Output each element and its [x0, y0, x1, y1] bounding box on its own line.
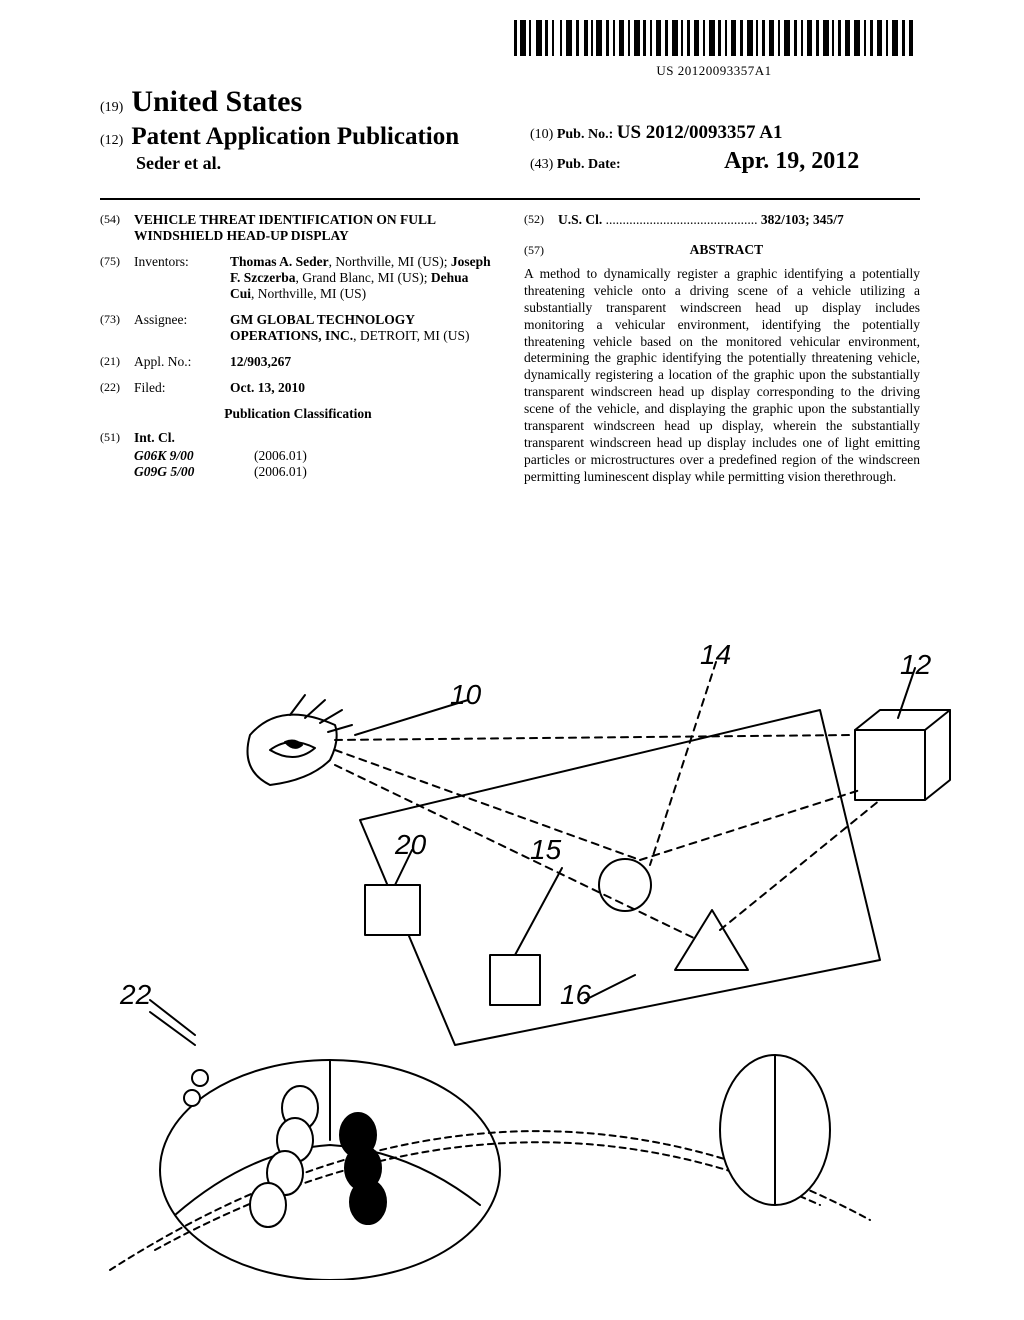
f73-idx: (73)	[100, 312, 134, 344]
f22-value: Oct. 13, 2010	[230, 380, 496, 396]
f51-label: Int. Cl.	[134, 430, 175, 446]
f21-idx: (21)	[100, 354, 134, 370]
country-idx: (19)	[100, 100, 123, 115]
figure-ref-22: 22	[119, 979, 152, 1010]
barcode-svg	[514, 20, 914, 56]
pubclass-heading: Publication Classification	[100, 406, 496, 422]
abstract-heading: ABSTRACT	[561, 242, 891, 258]
figure-ref-20: 20	[394, 829, 427, 860]
pubno-idx: (10)	[530, 127, 553, 142]
intcl-row: G06K 9/00(2006.01)	[134, 448, 496, 464]
f75-value: Thomas A. Seder, Northville, MI (US); Jo…	[230, 254, 496, 302]
assignee-rest: , DETROIT, MI (US)	[353, 328, 469, 343]
header-rule	[100, 198, 920, 200]
pubdate-label: Pub. Date:	[557, 157, 621, 172]
f73-label: Assignee:	[134, 312, 230, 344]
f54-idx: (54)	[100, 212, 134, 244]
pubno-value: US 2012/0093357 A1	[617, 122, 783, 143]
header-left: (19) United States (12) Patent Applicati…	[100, 85, 459, 174]
country-name: United States	[131, 85, 302, 118]
intcl-list: G06K 9/00(2006.01)G09G 5/00(2006.01)	[134, 448, 496, 480]
figure-ref-14: 14	[700, 640, 731, 670]
f21-value: 12/903,267	[230, 354, 496, 370]
intcl-row: G09G 5/00(2006.01)	[134, 464, 496, 480]
header-right: (10) Pub. No.: US 2012/0093357 A1 (43) P…	[530, 122, 859, 175]
f57-idx: (57)	[524, 243, 558, 258]
figure-ref-12: 12	[900, 649, 932, 680]
abstract-body: A method to dynamically register a graph…	[524, 266, 920, 485]
f73-value: GM GLOBAL TECHNOLOGY OPERATIONS, INC., D…	[230, 312, 496, 344]
f51-idx: (51)	[100, 430, 134, 446]
f22-idx: (22)	[100, 380, 134, 396]
authors-line: Seder et al.	[136, 153, 459, 174]
f75-idx: (75)	[100, 254, 134, 302]
f52-value: 382/103; 345/7	[761, 212, 844, 227]
pubtype: Patent Application Publication	[131, 123, 459, 150]
patent-figure: 10 12 14 15 16 20 22	[80, 640, 960, 1280]
pubtype-idx: (12)	[100, 133, 123, 148]
left-column: (54) VEHICLE THREAT IDENTIFICATION ON FU…	[100, 212, 496, 485]
f54-title: VEHICLE THREAT IDENTIFICATION ON FULL WI…	[134, 212, 496, 244]
pubdate-value: Apr. 19, 2012	[724, 148, 859, 174]
figure-ref-10: 10	[450, 679, 482, 710]
pubdate-idx: (43)	[530, 157, 553, 172]
f75-label: Inventors:	[134, 254, 230, 302]
barcode-text: US 20120093357A1	[514, 63, 914, 79]
pubno-label: Pub. No.:	[557, 127, 613, 142]
figure-ref-16: 16	[560, 979, 592, 1010]
f22-label: Filed:	[134, 380, 230, 396]
f52-label: U.S. Cl.	[558, 212, 602, 227]
f52-dots: ........................................…	[602, 212, 761, 227]
f52-line: U.S. Cl. ...............................…	[558, 212, 844, 228]
f52-idx: (52)	[524, 212, 558, 228]
figure-ref-15: 15	[530, 834, 562, 865]
right-column: (52) U.S. Cl. ..........................…	[524, 212, 920, 485]
barcode-block: US 20120093357A1	[514, 20, 914, 79]
f21-label: Appl. No.:	[134, 354, 230, 370]
